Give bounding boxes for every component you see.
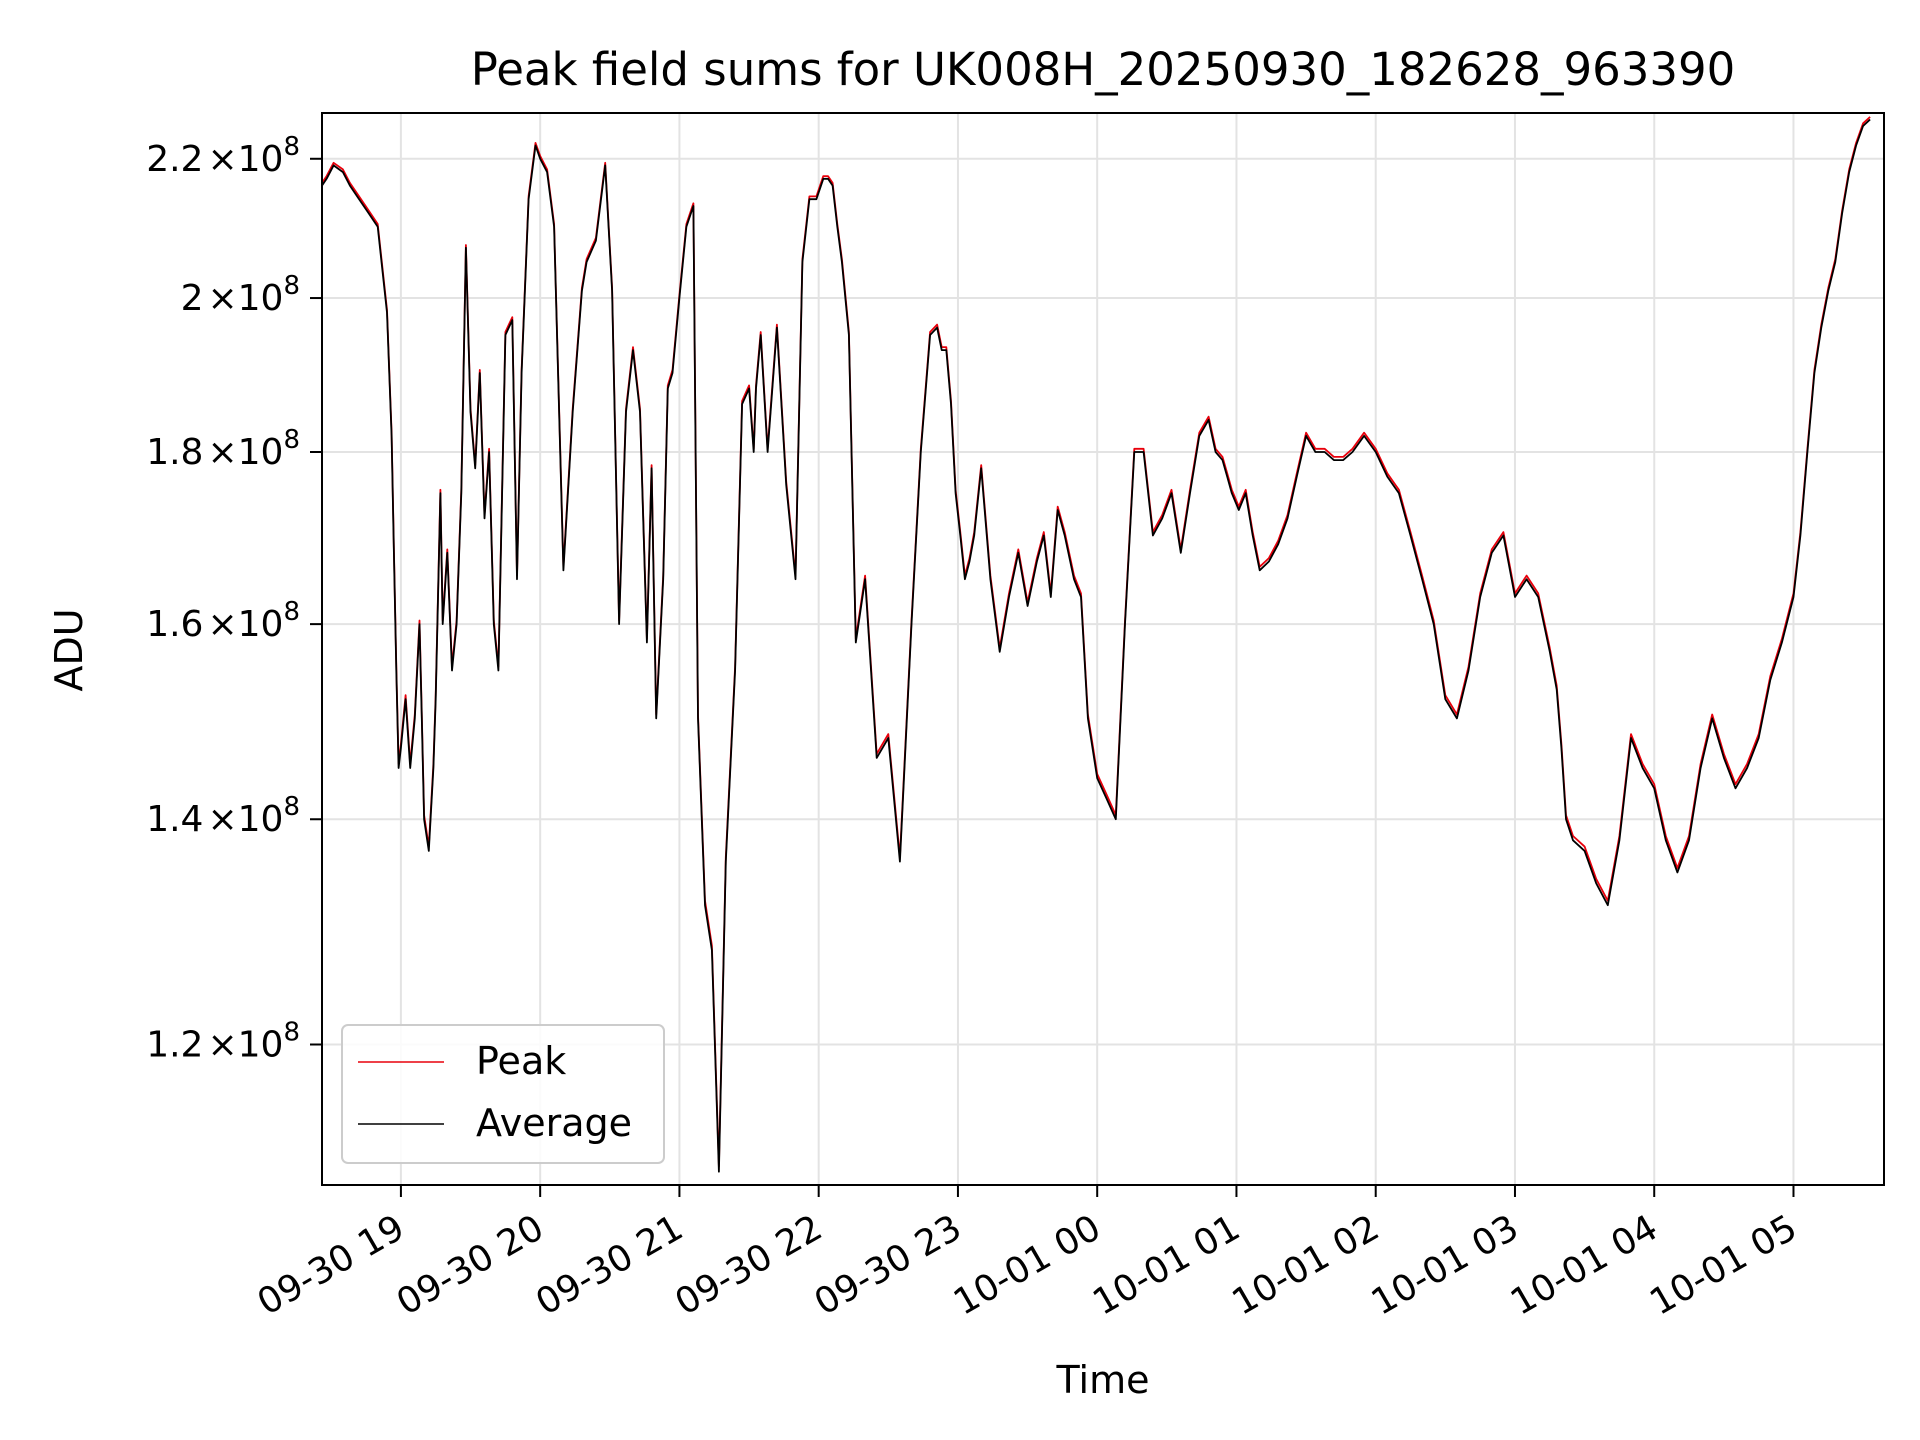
- y-tick-exponent: 8: [283, 132, 300, 162]
- y-tick-exponent: 8: [283, 792, 300, 822]
- x-axis-label: Time: [1056, 1358, 1150, 1402]
- plot-area: [322, 116, 1871, 1173]
- y-tick-exponent: 8: [283, 271, 300, 301]
- legend-box: [341, 1024, 665, 1164]
- legend: Peak Average: [341, 1024, 665, 1164]
- y-tick-mantissa: 2: [181, 278, 204, 319]
- y-tick-exponent: 8: [283, 597, 300, 627]
- y-tick-mantissa: 2.2: [146, 139, 203, 180]
- y-tick-exponent: 8: [283, 425, 300, 455]
- series-layer: [322, 116, 1871, 1173]
- y-tick-mantissa: 1.4: [146, 799, 203, 840]
- legend-label-average: Average: [476, 1101, 632, 1145]
- y-tick-base: 10: [238, 432, 284, 473]
- y-tick-mantissa: 1.6: [146, 604, 203, 645]
- legend-label-peak: Peak: [476, 1039, 566, 1083]
- y-tick-mantissa: 1.8: [146, 432, 203, 473]
- y-tick-base: 10: [238, 799, 284, 840]
- chart-title: Peak field sums for UK008H_20250930_1826…: [471, 43, 1736, 96]
- y-tick-base: 10: [238, 604, 284, 645]
- y-tick-exponent: 8: [283, 1018, 300, 1048]
- y-tick-label: 2.2 ×108: [146, 132, 300, 180]
- y-tick-base: 10: [238, 139, 284, 180]
- y-axis-ticks: 1.2 ×108 1.4 ×108 1.6 ×108 1.8 ×108 2 ×108 2.2 ×108: [146, 132, 322, 1066]
- y-tick-label: 2 ×108: [181, 271, 300, 319]
- y-tick-label: 1.6 ×108: [146, 597, 300, 645]
- y-tick-label: 1.4 ×108: [146, 792, 300, 840]
- y-axis-label: ADU: [47, 608, 91, 691]
- y-tick-label: 1.8 ×108: [146, 425, 300, 473]
- series-line-average: [322, 118, 1871, 1173]
- y-tick-base: 10: [238, 1025, 284, 1066]
- y-tick-mantissa: 1.2: [146, 1025, 203, 1066]
- y-tick-label: 1.2 ×108: [146, 1018, 300, 1066]
- plot-frame: [321, 112, 1885, 1186]
- y-tick-base: 10: [238, 278, 284, 319]
